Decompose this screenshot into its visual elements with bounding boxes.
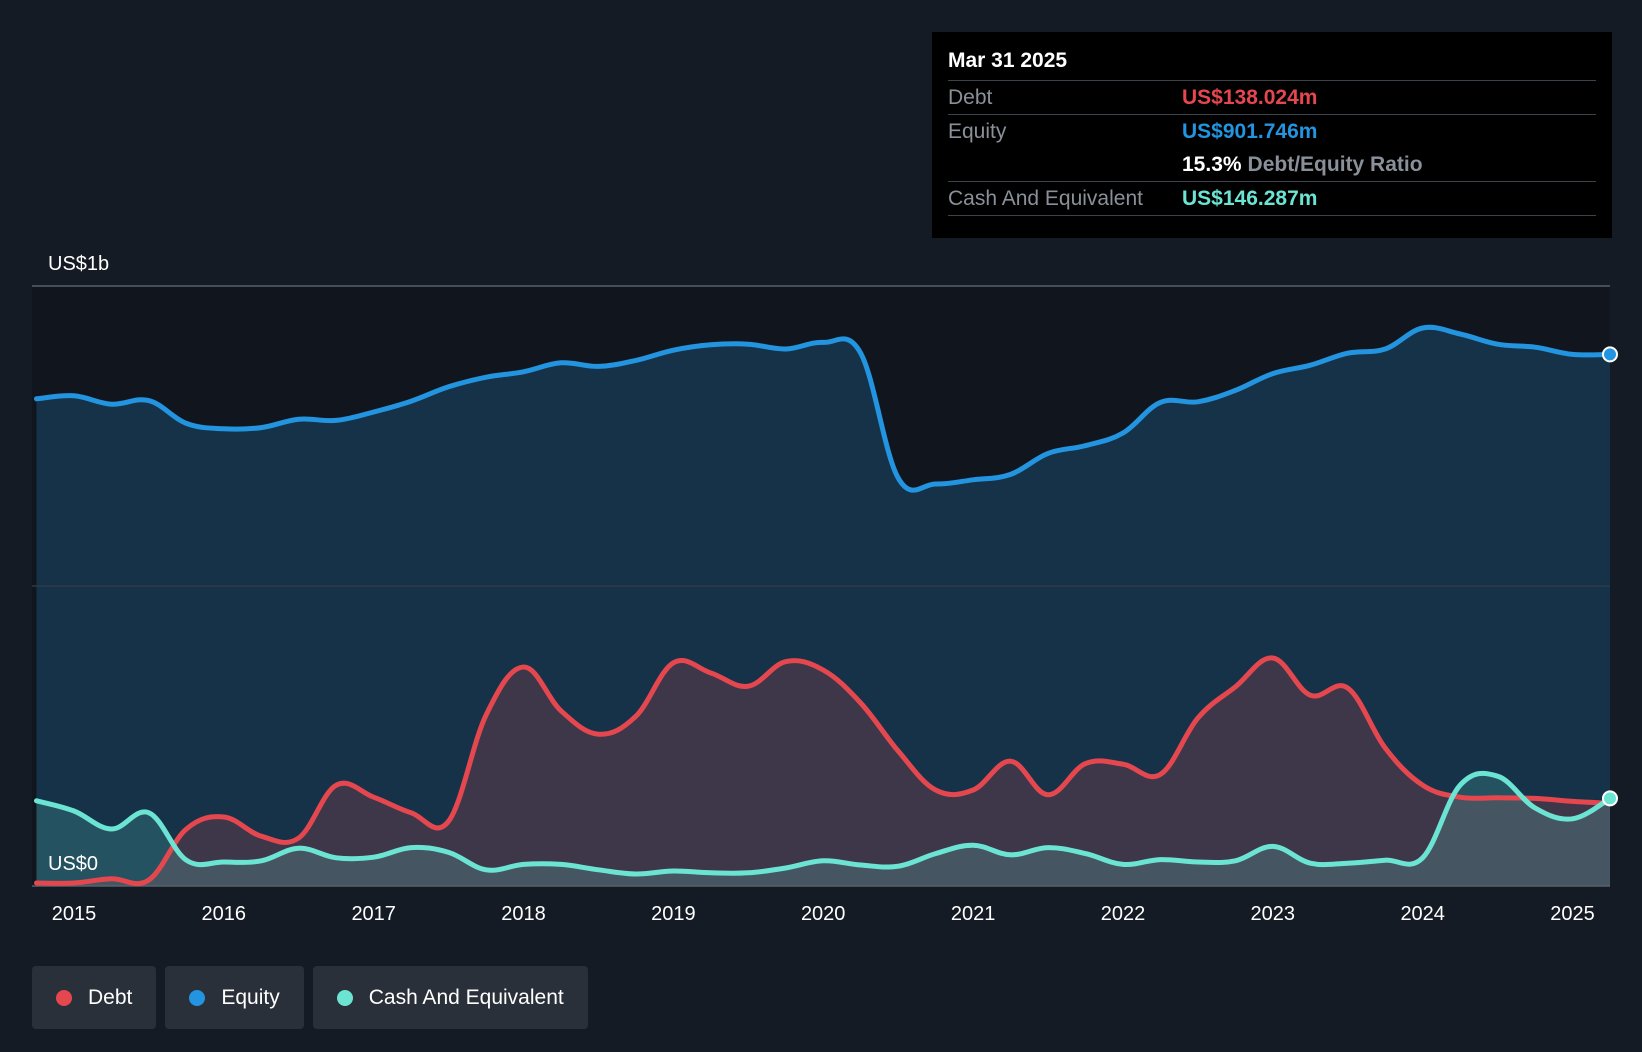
x-tick-label: 2018 (501, 903, 546, 925)
x-tick-label: 2025 (1550, 903, 1595, 925)
x-tick-label: 2019 (651, 903, 696, 925)
line-debt (34, 655, 1613, 887)
legend-label-cash: Cash And Equivalent (368, 985, 564, 1009)
end-marker-equity (1602, 346, 1618, 363)
legend-item-cash[interactable]: Cash And Equivalent (312, 966, 588, 1029)
tooltip-row-equity: Equity US$901.746m (948, 114, 1596, 148)
line-cash-and-equivalent (34, 770, 1613, 877)
legend-item-equity[interactable]: Equity (165, 966, 304, 1029)
tooltip-ratio-label: Debt/Equity Ratio (1247, 152, 1423, 176)
x-tick-label: 2016 (202, 903, 247, 925)
plot-background (32, 285, 1610, 885)
x-tick-label: 2023 (1251, 903, 1296, 925)
area-cash-and-equivalent (36, 773, 1610, 886)
tooltip-label-cash: Cash And Equivalent (948, 186, 1143, 210)
tooltip-value-debt: US$138.024m (1182, 85, 1318, 109)
x-tick-label: 2020 (801, 903, 846, 925)
x-axis-ticks: 2015 2016 2017 2018 2019 2020 2021 2022 2023 2024… (52, 903, 1595, 925)
x-tick-label: 2024 (1400, 903, 1445, 925)
end-marker-cash-and-equivalent (1602, 790, 1618, 807)
tooltip-row-ratio: 15.3% Debt/Equity Ratio (948, 148, 1596, 181)
legend-dot-debt (56, 989, 72, 1006)
x-tick-label: 2015 (52, 903, 97, 925)
area-equity (36, 327, 1610, 886)
end-markers (1602, 346, 1618, 807)
series-lines (34, 324, 1613, 887)
y-axis-label-bottom: US$0 (48, 853, 98, 875)
x-tick-label: 2022 (1101, 903, 1146, 925)
tooltip-row-cash: Cash And Equivalent US$146.287m (948, 181, 1596, 216)
legend-dot-equity (189, 989, 206, 1006)
grid-lines (32, 285, 1610, 887)
tooltip-label-equity: Equity (948, 119, 1007, 143)
line-equity (34, 324, 1613, 493)
legend-label-debt: Debt (88, 985, 133, 1009)
legend: Debt Equity Cash And Equivalent (32, 966, 588, 1029)
tooltip-label-debt: Debt (948, 85, 993, 109)
tooltip-panel: Mar 31 2025 Debt US$138.024m Equity US$9… (932, 32, 1612, 238)
x-tick-label: 2021 (951, 903, 996, 925)
series-areas (36, 327, 1610, 886)
y-axis-label-top: US$1b (48, 253, 109, 275)
x-tick-label: 2017 (351, 903, 396, 925)
tooltip-value-equity: US$901.746m (1182, 119, 1318, 143)
tooltip-ratio-value: 15.3% (1182, 152, 1242, 176)
area-debt (36, 657, 1610, 886)
legend-item-debt[interactable]: Debt (32, 966, 157, 1029)
tooltip-date: Mar 31 2025 (948, 49, 1068, 72)
legend-dot-cash (336, 989, 353, 1006)
legend-label-equity: Equity (221, 985, 280, 1009)
tooltip-row-debt: Debt US$138.024m (948, 80, 1596, 114)
tooltip-value-cash: US$146.287m (1182, 186, 1318, 210)
